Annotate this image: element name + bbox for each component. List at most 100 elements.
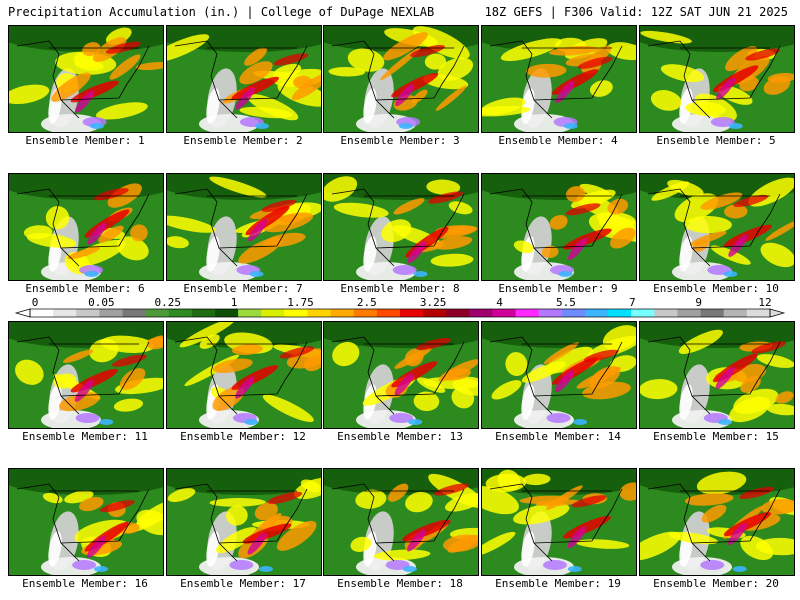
- colorbar-swatch: [492, 309, 517, 317]
- coastline-lines: [647, 188, 781, 267]
- coastline-lines: [16, 188, 150, 267]
- colorbar-tick-label: 12: [758, 296, 771, 309]
- ensemble-member-map: [166, 25, 322, 133]
- member-label: Ensemble Member: 9: [498, 282, 618, 295]
- colorbar-swatch: [446, 309, 470, 317]
- member-label: Ensemble Member: 14: [495, 430, 621, 443]
- colorbar-swatch: [191, 309, 216, 317]
- colorbar-swatch: [700, 309, 725, 317]
- coastline-lines: [489, 336, 623, 415]
- coastline-lines: [331, 336, 465, 415]
- colorbar-swatch: [677, 309, 702, 317]
- precip-field: [324, 26, 478, 132]
- colorbar-swatch: [168, 309, 193, 317]
- colorbar-tick-label: 1.75: [287, 296, 314, 309]
- colorbar-tick-label: 0.05: [88, 296, 115, 309]
- colorbar-swatch: [561, 309, 586, 317]
- colorbar-legend: 0 0.05 0.25 1 1.75 2.5 3.25 4 5.5 7 9 12: [14, 296, 786, 318]
- ensemble-member-map: [8, 468, 164, 576]
- colorbar-swatch: [76, 309, 100, 317]
- colorbar-swatch: [261, 309, 285, 317]
- ensemble-member-map: [639, 173, 795, 281]
- precip-field: [324, 469, 478, 575]
- precip-field: [640, 322, 794, 428]
- ensemble-member-map: [323, 321, 479, 429]
- member-label: Ensemble Member: 12: [180, 430, 306, 443]
- colorbar-tick-label: 7: [629, 296, 636, 309]
- colorbar-swatch: [376, 309, 401, 317]
- coastline-lines: [647, 483, 781, 562]
- coastline-lines: [489, 40, 623, 119]
- colorbar-swatch: [746, 309, 771, 317]
- member-label: Ensemble Member: 11: [22, 430, 148, 443]
- precip-field: [9, 174, 163, 280]
- coastline-lines: [174, 188, 308, 267]
- colorbar-swatch: [307, 309, 332, 317]
- colorbar-swatch: [585, 309, 609, 317]
- colorbar-tick-label: 1: [231, 296, 238, 309]
- colorbar-tick-label: 4: [496, 296, 503, 309]
- colorbar-swatch: [515, 309, 540, 317]
- precip-field: [9, 469, 163, 575]
- precip-field: [167, 174, 321, 280]
- colorbar-swatch: [654, 309, 678, 317]
- colorbar-swatch: [723, 309, 748, 317]
- map-title: Precipitation Accumulation (in.) | Colle…: [8, 5, 435, 19]
- precip-field: [640, 469, 794, 575]
- colorbar-swatch: [145, 309, 170, 317]
- coastline-lines: [174, 483, 308, 562]
- member-label: Ensemble Member: 13: [337, 430, 463, 443]
- member-label: Ensemble Member: 10: [653, 282, 779, 295]
- precip-field: [9, 322, 163, 428]
- right-arrow-icon: [769, 308, 786, 318]
- coastline-lines: [489, 188, 623, 267]
- precip-field: [640, 174, 794, 280]
- coastline-lines: [16, 336, 150, 415]
- coastline-lines: [647, 336, 781, 415]
- ensemble-member-map: [639, 25, 795, 133]
- precip-field: [167, 322, 321, 428]
- precip-field: [640, 26, 794, 132]
- colorbar-tick-label: 0: [32, 296, 39, 309]
- colorbar-swatch: [122, 309, 147, 317]
- coastline-lines: [331, 40, 465, 119]
- member-label: Ensemble Member: 16: [22, 577, 148, 590]
- member-label: Ensemble Member: 6: [25, 282, 145, 295]
- coastline-lines: [647, 40, 781, 119]
- member-label: Ensemble Member: 1: [25, 134, 145, 147]
- ensemble-member-map: [639, 321, 795, 429]
- precip-field: [324, 322, 478, 428]
- member-label: Ensemble Member: 15: [653, 430, 779, 443]
- member-label: Ensemble Member: 3: [340, 134, 460, 147]
- member-label: Ensemble Member: 5: [656, 134, 776, 147]
- ensemble-member-map: [639, 468, 795, 576]
- member-label: Ensemble Member: 18: [337, 577, 463, 590]
- member-label: Ensemble Member: 4: [498, 134, 618, 147]
- ensemble-member-map: [166, 321, 322, 429]
- ensemble-member-map: [323, 468, 479, 576]
- colorbar-swatch: [469, 309, 493, 317]
- ensemble-member-map: [8, 321, 164, 429]
- precip-field: [482, 322, 636, 428]
- run-info: 18Z GEFS | F306 Valid: 12Z SAT JUN 21 20…: [484, 5, 788, 19]
- member-label: Ensemble Member: 17: [180, 577, 306, 590]
- colorbar-tick-label: 5.5: [556, 296, 576, 309]
- colorbar-swatch: [423, 309, 447, 317]
- coastline-lines: [16, 40, 150, 119]
- colorbar-swatch: [215, 309, 239, 317]
- colorbar-swatch: [631, 309, 655, 317]
- precip-field: [167, 26, 321, 132]
- ensemble-member-map: [481, 25, 637, 133]
- colorbar-swatch: [353, 309, 378, 317]
- ensemble-member-map: [323, 25, 479, 133]
- coastline-lines: [489, 483, 623, 562]
- precip-field: [9, 26, 163, 132]
- coastline-lines: [331, 483, 465, 562]
- colorbar-swatch: [608, 309, 632, 317]
- precip-field: [482, 26, 636, 132]
- colorbar-tick-label: 0.25: [154, 296, 181, 309]
- ensemble-member-map: [481, 321, 637, 429]
- left-arrow-icon: [14, 308, 31, 318]
- precip-field: [482, 469, 636, 575]
- precip-field: [167, 469, 321, 575]
